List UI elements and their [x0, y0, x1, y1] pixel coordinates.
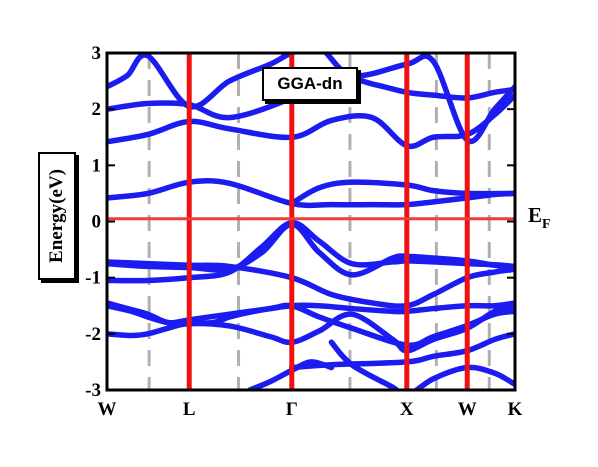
high-symmetry-lines [186, 53, 470, 390]
y-tick-label-3: 0 [92, 212, 102, 233]
band-line-0 [107, 303, 515, 354]
x-tick-label-2: Γ [286, 399, 298, 420]
band-line-7 [289, 179, 515, 207]
x-tick-label-1: L [183, 399, 196, 420]
x-tick-label-4: W [458, 399, 477, 420]
legend-label: GGA-dn [277, 74, 343, 93]
x-tick-label-0: W [98, 399, 117, 420]
legend-box: GGA-dn [262, 67, 358, 101]
band-line-12 [328, 339, 515, 390]
y-axis-ticks: 3 2 1 0 -1 -2 -3 [85, 43, 515, 401]
y-tick-label-6: -3 [85, 380, 101, 401]
x-tick-label-3: X [400, 399, 414, 420]
y-tick-label-5: -2 [85, 324, 101, 345]
x-tick-label-5: K [508, 399, 523, 420]
band-line-5 [107, 259, 515, 309]
y-tick-label-2: 1 [92, 155, 102, 176]
y-tick-label-0: 3 [92, 43, 102, 64]
y-tick-label-4: -1 [85, 268, 101, 289]
band-line-10 [107, 53, 515, 145]
fermi-label-sub: F [542, 217, 551, 232]
y-axis-label: Energy(eV) [46, 169, 68, 263]
band-line-8 [107, 92, 515, 150]
fermi-level-label: EF [528, 203, 551, 233]
fermi-label-main: E [528, 203, 543, 227]
y-axis-label-box: Energy(eV) [38, 152, 76, 280]
y-tick-label-1: 2 [92, 99, 102, 120]
band-line-3 [107, 219, 515, 284]
